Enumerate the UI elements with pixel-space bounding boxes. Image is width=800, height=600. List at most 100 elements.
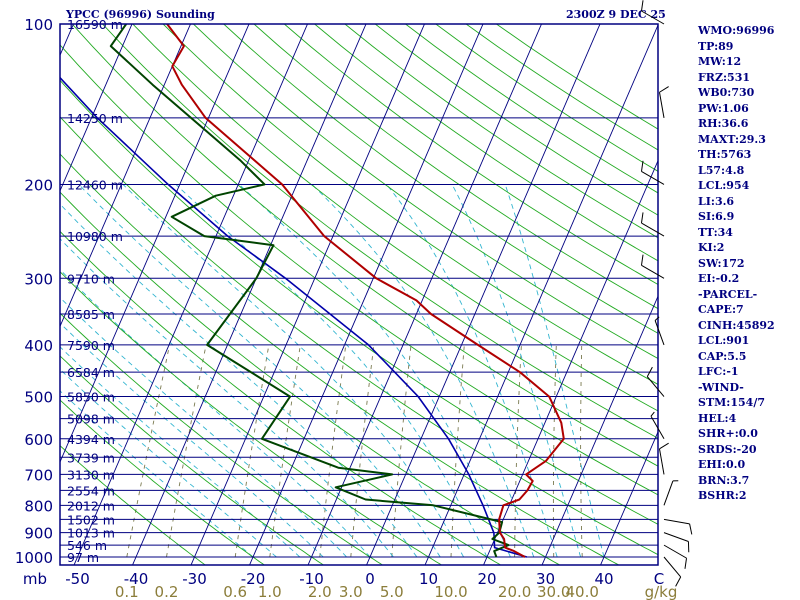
wind-barb bbox=[658, 86, 669, 118]
temperature-tick-label: -20 bbox=[241, 570, 266, 588]
wind-barb bbox=[640, 0, 665, 25]
index-line: RH:36.6 bbox=[698, 117, 749, 130]
moist-adiabat-line bbox=[386, 184, 558, 558]
wind-barb-staff bbox=[641, 10, 665, 25]
wind-barb-staff bbox=[663, 556, 682, 578]
isotherm-line bbox=[60, 24, 250, 464]
height-label: 5098 m bbox=[67, 412, 115, 427]
isotherm-line bbox=[541, 295, 658, 565]
wind-barb bbox=[640, 254, 665, 279]
isotherm-line bbox=[60, 24, 133, 192]
wind-barb-staff bbox=[646, 376, 665, 397]
isotherm-line bbox=[60, 24, 191, 328]
pressure-tick-label: 100 bbox=[24, 16, 53, 34]
index-line: LCL:954 bbox=[698, 179, 750, 192]
wind-barb-flag bbox=[689, 523, 693, 535]
pressure-tick-label: 300 bbox=[24, 270, 53, 288]
wind-barb bbox=[658, 442, 669, 475]
wind-barb bbox=[663, 518, 693, 535]
height-label: 4394 m bbox=[67, 432, 115, 447]
index-line: PW:1.06 bbox=[698, 101, 749, 115]
height-label: 1502 m bbox=[67, 512, 115, 527]
wind-barb-staff bbox=[641, 171, 665, 185]
isotherm-line bbox=[483, 159, 658, 565]
temperature-tick-label: -30 bbox=[182, 570, 207, 588]
pressure-tick-label: 600 bbox=[24, 431, 53, 449]
wind-barb-half-flag bbox=[654, 316, 660, 321]
sounding-time: 2300Z 9 DEC 25 bbox=[566, 8, 666, 21]
index-line: CAP:5.5 bbox=[698, 349, 747, 363]
wind-barb bbox=[640, 212, 665, 237]
index-line: STM:154/7 bbox=[698, 396, 765, 409]
wind-barb-flag bbox=[675, 576, 682, 587]
wind-barb-flag bbox=[640, 212, 644, 224]
temperature-tick-label: 40 bbox=[594, 570, 613, 588]
station-title: YPCC (96996) Sounding bbox=[66, 8, 215, 21]
index-line: -PARCEL- bbox=[698, 287, 758, 301]
mixing-ratio-label: 40.0 bbox=[566, 583, 599, 600]
sounding-profiles bbox=[60, 24, 565, 558]
height-label: 2554 m bbox=[67, 483, 115, 498]
index-line: TH:5763 bbox=[698, 148, 752, 161]
index-line: BSHR:2 bbox=[698, 489, 747, 502]
height-label: 14250 m bbox=[67, 111, 123, 126]
height-label: 6584 m bbox=[67, 365, 115, 380]
moist-adiabat-line bbox=[60, 269, 371, 558]
pressure-axis-label: mb bbox=[23, 570, 47, 588]
wind-barb-half-flag bbox=[650, 411, 655, 417]
isotherm-line bbox=[0, 0, 26, 568]
temperature-tick-label: 0 bbox=[365, 570, 375, 588]
wind-barb-flag bbox=[640, 160, 644, 172]
dry-adiabat-line bbox=[60, 355, 325, 565]
height-label: 2012 m bbox=[67, 498, 115, 513]
mixing-ratio-label: 20.0 bbox=[498, 583, 531, 600]
temperature-tick-label: -50 bbox=[65, 570, 90, 588]
wind-barb-staff bbox=[658, 92, 665, 118]
temperature-trace bbox=[166, 24, 565, 558]
wind-barb-staff bbox=[663, 532, 689, 542]
index-line: LCL:901 bbox=[698, 334, 750, 347]
index-line: CAPE:7 bbox=[698, 303, 744, 316]
wind-barb-staff bbox=[663, 544, 687, 559]
pressure-tick-label: 900 bbox=[24, 525, 53, 543]
index-line: KI:2 bbox=[698, 241, 725, 254]
index-line: CINH:45892 bbox=[698, 318, 775, 332]
index-line: LI:3.6 bbox=[698, 194, 735, 208]
index-line: SHR+:0.0 bbox=[698, 427, 758, 440]
temperature-tick-label: 10 bbox=[419, 570, 438, 588]
temperature-unit-label: C bbox=[654, 570, 664, 588]
wind-barb-staff bbox=[658, 448, 665, 475]
temperature-tick-label: 20 bbox=[477, 570, 496, 588]
temperature-tick-label: 30 bbox=[536, 570, 555, 588]
height-label: 16590 m bbox=[67, 17, 123, 32]
index-line: FRZ:531 bbox=[698, 70, 751, 84]
dry-adiabat-line bbox=[60, 399, 266, 565]
mixing-ratio-unit-label: g/kg bbox=[645, 583, 678, 600]
height-label: 97 m bbox=[67, 550, 99, 565]
wind-barb-staff bbox=[663, 480, 674, 506]
pressure-tick-label: 500 bbox=[24, 389, 53, 407]
wind-barb bbox=[646, 366, 665, 397]
mixing-ratio-label: 0.2 bbox=[155, 583, 179, 600]
height-label: 3739 m bbox=[67, 450, 115, 465]
dry-adiabat-line bbox=[60, 445, 206, 565]
wind-barbs bbox=[640, 0, 693, 587]
index-line: TT:34 bbox=[698, 225, 733, 239]
wind-barb bbox=[650, 411, 665, 440]
height-label: 1013 m bbox=[67, 526, 115, 541]
wind-barb-staff bbox=[663, 518, 690, 525]
isotherm-line bbox=[132, 24, 367, 565]
wind-barb-flag bbox=[640, 0, 644, 12]
wind-barb-staff bbox=[641, 264, 665, 279]
index-line: TP:89 bbox=[698, 39, 734, 53]
wind-barb-staff bbox=[654, 320, 665, 346]
index-line: WB0:730 bbox=[698, 86, 755, 99]
wind-barb-flag bbox=[646, 366, 653, 377]
isotherm-line bbox=[307, 24, 542, 565]
mixing-ratio-label: 1.0 bbox=[258, 583, 282, 600]
wind-barb-flag bbox=[659, 86, 669, 93]
moist-adiabat-line bbox=[122, 184, 465, 558]
index-line: -WIND- bbox=[698, 380, 744, 394]
index-line: LFC:-1 bbox=[698, 365, 739, 378]
wind-barb bbox=[654, 316, 665, 346]
